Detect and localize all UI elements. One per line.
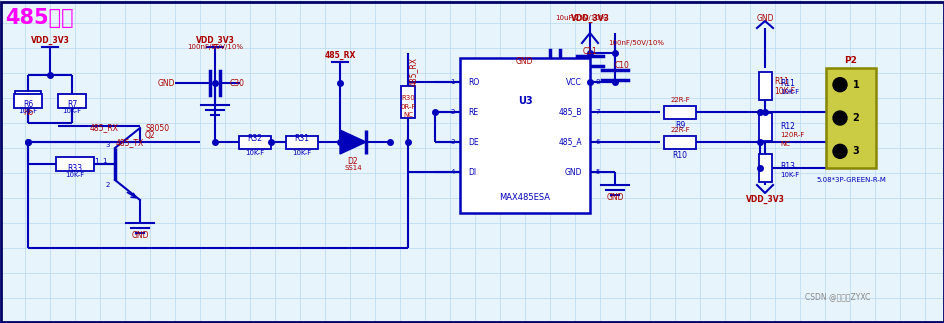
Text: R11: R11 xyxy=(774,77,788,86)
Text: 10K-F: 10K-F xyxy=(779,89,799,95)
Text: GND: GND xyxy=(606,193,623,203)
Text: R10: R10 xyxy=(672,151,687,160)
Text: 4: 4 xyxy=(450,169,454,175)
Text: R30: R30 xyxy=(400,95,414,101)
Text: GND: GND xyxy=(515,57,532,66)
Text: 1: 1 xyxy=(851,80,858,90)
Text: VDD_3V3: VDD_3V3 xyxy=(570,14,609,23)
Text: 485_RX: 485_RX xyxy=(90,123,119,132)
Text: 22R-F: 22R-F xyxy=(669,97,689,103)
Text: 5: 5 xyxy=(595,169,598,175)
Text: VDD_3V3: VDD_3V3 xyxy=(745,195,784,204)
Bar xyxy=(400,86,414,118)
Text: R9: R9 xyxy=(674,120,684,130)
Bar xyxy=(825,68,875,168)
Text: 5.08*3P-GREEN-R-M: 5.08*3P-GREEN-R-M xyxy=(816,177,885,183)
Bar xyxy=(758,113,770,141)
Bar xyxy=(56,157,93,171)
Text: DI: DI xyxy=(467,168,476,176)
Bar xyxy=(15,91,41,105)
Text: 3: 3 xyxy=(851,146,858,156)
Text: D2: D2 xyxy=(347,157,358,165)
Bar xyxy=(286,136,318,149)
Text: VDD_3V3: VDD_3V3 xyxy=(30,36,69,45)
Text: 485_RX: 485_RX xyxy=(324,51,355,60)
Bar xyxy=(14,94,42,108)
Circle shape xyxy=(832,144,846,158)
Text: P2: P2 xyxy=(844,56,856,65)
Text: R11: R11 xyxy=(779,78,794,88)
Text: 6: 6 xyxy=(595,139,598,145)
Text: 10K-F: 10K-F xyxy=(62,108,81,114)
Bar xyxy=(664,106,696,119)
Text: Q2: Q2 xyxy=(144,130,156,140)
Text: NC: NC xyxy=(779,141,789,147)
Text: 2: 2 xyxy=(106,182,110,188)
Text: RO: RO xyxy=(467,78,479,87)
Text: GND: GND xyxy=(131,231,148,239)
Polygon shape xyxy=(340,130,365,154)
Text: R7: R7 xyxy=(67,99,77,109)
Text: NC: NC xyxy=(402,112,413,118)
Text: R6: R6 xyxy=(23,108,33,117)
Text: GND: GND xyxy=(564,168,582,176)
Text: 10K-F: 10K-F xyxy=(18,98,39,107)
Text: 8: 8 xyxy=(595,79,598,85)
Text: 485_B: 485_B xyxy=(558,108,582,117)
Text: GND: GND xyxy=(755,14,773,23)
Bar xyxy=(460,58,589,213)
Text: DE: DE xyxy=(467,138,478,147)
Text: 10K-F: 10K-F xyxy=(245,150,264,156)
Text: VCC: VCC xyxy=(565,78,582,87)
Text: CSDN @嵌入式ZYXC: CSDN @嵌入式ZYXC xyxy=(803,292,869,301)
Text: 10K-F: 10K-F xyxy=(779,172,799,178)
Text: VDD_3V3: VDD_3V3 xyxy=(195,36,234,45)
Text: 10K-F: 10K-F xyxy=(65,172,85,178)
Bar xyxy=(58,94,86,108)
Text: S8050: S8050 xyxy=(144,123,169,132)
Text: 3: 3 xyxy=(450,139,454,145)
Text: 485_RX: 485_RX xyxy=(408,57,417,86)
Text: C30: C30 xyxy=(229,78,244,88)
Text: 1: 1 xyxy=(450,79,454,85)
Text: 485端口: 485端口 xyxy=(5,8,74,28)
Text: R31: R31 xyxy=(295,133,310,142)
Text: 100nF/50V/10%: 100nF/50V/10% xyxy=(187,44,243,50)
Text: RE: RE xyxy=(467,108,478,117)
Text: 1: 1 xyxy=(94,158,99,166)
Bar xyxy=(664,136,696,149)
Text: 2: 2 xyxy=(450,109,454,115)
Text: 10K-F: 10K-F xyxy=(292,150,312,156)
Text: C11: C11 xyxy=(582,47,597,56)
Text: 1: 1 xyxy=(102,158,106,164)
Text: U3: U3 xyxy=(517,96,531,106)
Bar xyxy=(239,136,271,149)
Text: SS14: SS14 xyxy=(344,165,362,171)
Text: 2: 2 xyxy=(851,113,858,123)
Bar xyxy=(758,154,770,182)
Text: 100nF/50V/10%: 100nF/50V/10% xyxy=(607,40,664,46)
Bar xyxy=(758,72,770,100)
Text: 120R-F: 120R-F xyxy=(779,132,803,138)
Text: 10K-F: 10K-F xyxy=(18,108,38,114)
Circle shape xyxy=(832,111,846,125)
Text: 485_TX: 485_TX xyxy=(116,139,144,148)
Text: 22R-F: 22R-F xyxy=(669,127,689,133)
Text: R32: R32 xyxy=(247,133,262,142)
Text: R33: R33 xyxy=(67,163,82,172)
Text: 0R-F: 0R-F xyxy=(400,104,415,110)
Text: R12: R12 xyxy=(779,121,794,130)
Text: GND: GND xyxy=(158,78,175,88)
Text: 7: 7 xyxy=(595,109,598,115)
Text: C10: C10 xyxy=(615,60,630,69)
Text: 3: 3 xyxy=(106,142,110,148)
Circle shape xyxy=(832,78,846,92)
Text: 10uF/25V/10%: 10uF/25V/10% xyxy=(554,15,606,21)
Text: R6: R6 xyxy=(23,99,33,109)
Text: 485_A: 485_A xyxy=(558,138,582,147)
Text: MAX485ESA: MAX485ESA xyxy=(499,193,550,203)
Text: 10K-F: 10K-F xyxy=(774,87,795,96)
Text: R13: R13 xyxy=(779,162,794,171)
